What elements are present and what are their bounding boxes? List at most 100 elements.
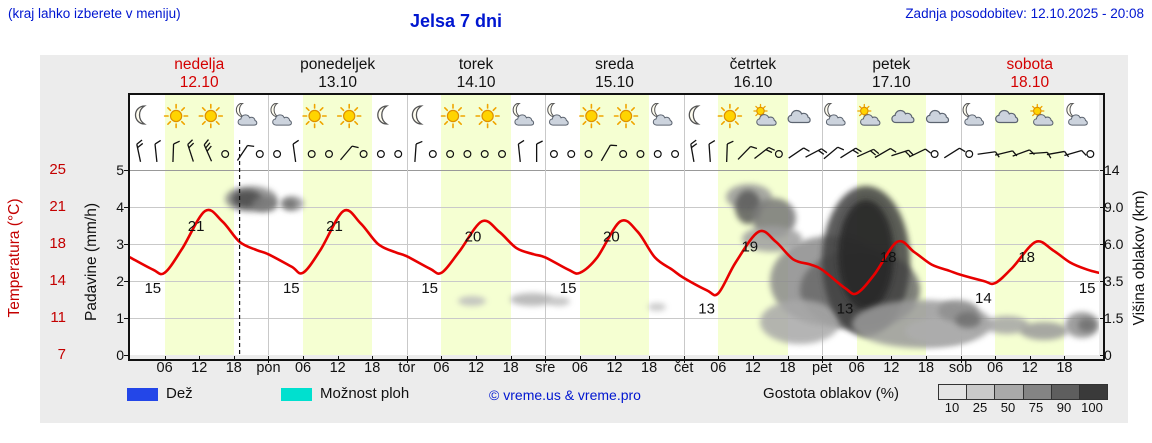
time-label: 18 xyxy=(502,360,519,376)
cloud-height-axis-tick: 9.0 xyxy=(1104,199,1124,215)
day-date-label: 14.10 xyxy=(456,74,496,91)
axis-tick-left xyxy=(124,318,129,319)
time-label: 18 xyxy=(779,360,796,376)
day-abbrev-label: pon xyxy=(256,360,281,376)
cloud-height-axis-tick: 6.0 xyxy=(1104,236,1124,252)
day-date-label: 18.10 xyxy=(1010,74,1050,91)
temperature-axis-tick: 25 xyxy=(49,161,66,178)
gridline-horizontal xyxy=(130,318,1099,319)
precipitation-axis-tick: 3 xyxy=(116,236,124,252)
day-header-ponedeljek: ponedeljek 13.10 xyxy=(300,56,375,92)
time-label: 12 xyxy=(744,360,761,376)
time-label: 06 xyxy=(571,360,588,376)
cloud-scale-tick-label: 50 xyxy=(1000,400,1016,415)
time-tick xyxy=(233,356,235,360)
time-tick xyxy=(476,356,478,360)
gridline-horizontal xyxy=(130,170,1099,171)
axis-tick-right xyxy=(1100,207,1105,208)
temperature-axis-tick: 11 xyxy=(50,309,66,326)
time-tick xyxy=(995,356,997,360)
time-tick xyxy=(579,356,581,360)
temperature-axis-tick: 7 xyxy=(57,346,66,363)
time-label: 12 xyxy=(606,360,623,376)
time-tick xyxy=(1064,356,1066,360)
day-header-torek: torek 14.10 xyxy=(457,56,496,92)
daylight-band xyxy=(995,95,1065,355)
time-label: 12 xyxy=(329,360,346,376)
day-boundary-tick xyxy=(268,356,270,363)
gridline-day-boundary xyxy=(960,95,962,355)
rain-legend-swatch xyxy=(127,388,158,401)
time-tick xyxy=(372,356,374,360)
axis-tick-right xyxy=(1100,318,1105,319)
temperature-axis-tick: 18 xyxy=(49,235,66,252)
time-label: 18 xyxy=(225,360,242,376)
cloud-scale-tick-label: 10 xyxy=(944,400,960,415)
time-tick xyxy=(718,356,720,360)
day-name-label: petek xyxy=(872,56,911,73)
day-header-petek: petek 17.10 xyxy=(872,56,911,92)
cloud-density-scale xyxy=(938,384,1108,400)
time-tick xyxy=(164,356,166,360)
precipitation-axis-tick: 1 xyxy=(116,310,124,326)
cloud-scale-segment xyxy=(995,385,1024,399)
day-boundary-tick xyxy=(683,356,685,363)
time-tick xyxy=(1029,356,1031,360)
temperature-axis-title: Temperatura (°C) xyxy=(6,198,23,318)
gridline-horizontal xyxy=(130,207,1099,208)
credit-link[interactable]: © vreme.us & vreme.pro xyxy=(489,387,641,403)
day-date-label: 15.10 xyxy=(595,74,634,91)
axis-tick-right xyxy=(1100,244,1105,245)
axis-tick-left xyxy=(124,207,129,208)
daylight-band xyxy=(579,95,650,355)
cloud-scale-tick-label: 90 xyxy=(1056,400,1072,415)
day-date-label: 12.10 xyxy=(179,74,219,91)
time-tick xyxy=(787,356,789,360)
cloud-scale-segment xyxy=(939,385,968,399)
time-label: 12 xyxy=(1021,360,1038,376)
time-tick xyxy=(337,356,339,360)
time-label: 06 xyxy=(710,360,727,376)
cloud-scale-segment xyxy=(1023,385,1052,399)
time-tick xyxy=(199,356,201,360)
location-menu-hint: (kraj lahko izberete v meniju) xyxy=(8,6,181,21)
gridline-day-boundary xyxy=(683,95,685,355)
time-label: 18 xyxy=(641,360,658,376)
gridline-day-boundary xyxy=(268,95,270,355)
day-date-label: 13.10 xyxy=(318,74,358,91)
gridline-day-boundary xyxy=(822,95,824,355)
day-name-label: torek xyxy=(458,56,494,73)
precipitation-axis-title: Padavine (mm/h) xyxy=(83,202,100,322)
daylight-band xyxy=(164,95,234,355)
day-date-label: 16.10 xyxy=(733,74,773,91)
time-label: 18 xyxy=(917,360,935,376)
precipitation-axis-tick: 5 xyxy=(116,162,124,178)
time-tick xyxy=(649,356,651,360)
time-label: 12 xyxy=(467,360,485,376)
day-name-label: četrtek xyxy=(729,56,777,73)
cloud-height-axis-tick: 0 xyxy=(1104,347,1112,363)
daylight-band xyxy=(303,95,373,355)
day-name-label: nedelja xyxy=(174,56,225,73)
day-abbrev-label: sob xyxy=(948,360,973,376)
precipitation-axis-tick: 2 xyxy=(116,273,124,289)
showers-legend-label: Možnost ploh xyxy=(320,385,410,402)
last-update-label: Zadnja posodobitev: 12.10.2025 - 20:08 xyxy=(905,6,1144,21)
time-label: 12 xyxy=(883,360,900,376)
time-tick xyxy=(614,356,616,360)
time-tick xyxy=(925,356,927,360)
time-label: 06 xyxy=(987,360,1004,376)
temperature-axis-tick: 21 xyxy=(49,198,66,215)
daylight-band xyxy=(441,95,511,355)
axis-tick-left xyxy=(124,281,129,282)
day-abbrev-label: sre xyxy=(535,360,556,376)
precipitation-axis-tick: 4 xyxy=(116,199,124,215)
day-abbrev-label: tor xyxy=(398,360,416,376)
day-header-četrtek: četrtek 16.10 xyxy=(730,56,777,92)
cloud-height-axis-tick: 3.5 xyxy=(1104,273,1124,289)
axis-tick-right xyxy=(1100,355,1105,356)
day-abbrev-label: pet xyxy=(812,360,833,376)
time-label: 18 xyxy=(1056,360,1073,376)
time-tick xyxy=(441,356,443,360)
